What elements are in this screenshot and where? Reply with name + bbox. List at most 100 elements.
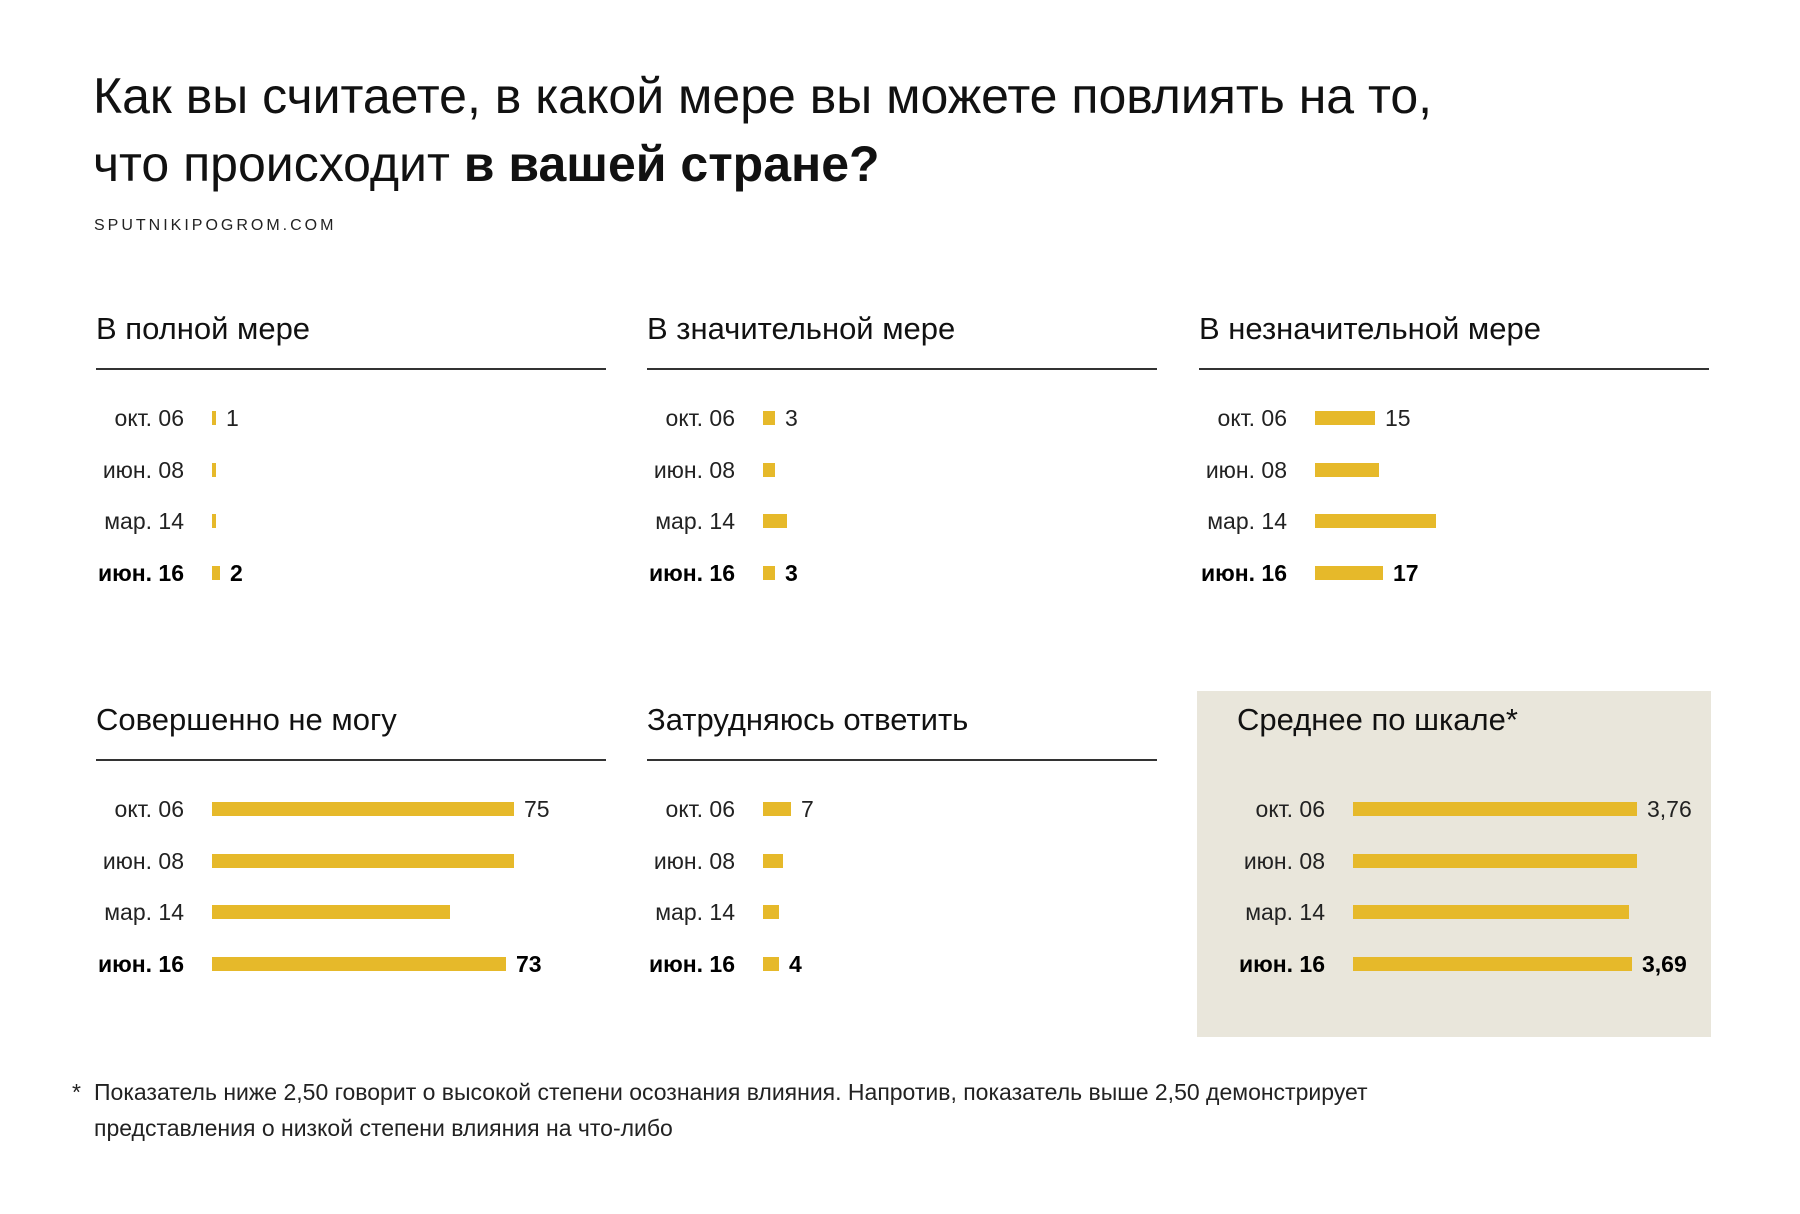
chart-panel: Совершенно не могу окт. 06 75 июн. 08 мар. 1… <box>96 700 606 990</box>
category-label: окт. 06 <box>114 796 184 822</box>
chart-row: окт. 06 75 <box>96 794 606 824</box>
bar <box>1353 957 1632 971</box>
bar <box>1315 411 1375 425</box>
chart-row: окт. 06 3,76 <box>1237 794 1747 824</box>
bar <box>763 411 775 425</box>
category-label: июн. 16 <box>97 560 184 586</box>
bar <box>763 566 775 580</box>
bar <box>763 802 791 816</box>
category-label: июн. 08 <box>653 848 735 874</box>
chart-row: мар. 14 <box>96 506 606 536</box>
value-label: 7 <box>801 796 814 822</box>
chart-title: Среднее по шкале* <box>1237 702 1518 737</box>
chart-row: июн. 16 3 <box>647 558 1157 588</box>
chart-row: окт. 06 3 <box>647 403 1157 433</box>
category-label: мар. 14 <box>1245 899 1325 925</box>
value-label: 15 <box>1385 405 1411 431</box>
chart-title: В незначительной мере <box>1199 311 1541 346</box>
title-line-1: Как вы считаете, в какой мере вы можете … <box>93 68 1433 124</box>
chart-divider <box>1199 368 1709 370</box>
category-label: окт. 06 <box>1255 796 1325 822</box>
chart-panel: В незначительной мере окт. 06 15 июн. 08 мар… <box>1199 309 1709 599</box>
category-label: окт. 06 <box>665 405 735 431</box>
bar <box>1353 802 1637 816</box>
value-label: 75 <box>524 796 550 822</box>
chart-title: Затрудняюсь ответить <box>647 702 969 737</box>
category-label: июн. 08 <box>102 848 184 874</box>
title-line-2: что происходит <box>93 136 464 192</box>
chart-divider <box>647 759 1157 761</box>
page-title: Как вы считаете, в какой мере вы можете … <box>93 62 1693 198</box>
bar <box>212 463 216 477</box>
category-label: июн. 16 <box>648 560 735 586</box>
value-label: 3,76 <box>1647 796 1692 822</box>
chart-row: июн. 08 <box>647 846 1157 876</box>
chart-panel: Затрудняюсь ответить окт. 06 7 июн. 08 мар. … <box>647 700 1157 990</box>
chart-row: июн. 16 17 <box>1199 558 1709 588</box>
chart-row: мар. 14 <box>647 897 1157 927</box>
footnote-star: * <box>72 1079 81 1105</box>
chart-row: июн. 08 <box>1199 455 1709 485</box>
bar <box>763 957 779 971</box>
category-label: июн. 16 <box>1200 560 1287 586</box>
chart-title: Совершенно не могу <box>96 702 397 737</box>
chart-panel: В значительной мере окт. 06 3 июн. 08 мар. 1… <box>647 309 1157 599</box>
chart-panel: Среднее по шкале* окт. 06 3,76 июн. 08 мар. … <box>1197 691 1711 1037</box>
value-label: 1 <box>226 405 239 431</box>
chart-row: июн. 16 3,69 <box>1237 949 1747 979</box>
chart-row: июн. 08 <box>96 846 606 876</box>
chart-title: В полной мере <box>96 311 311 346</box>
bar <box>212 905 450 919</box>
bar <box>1315 463 1379 477</box>
bar <box>212 802 514 816</box>
bar <box>1353 905 1629 919</box>
bar <box>212 514 216 528</box>
chart-row: мар. 14 <box>96 897 606 927</box>
bar <box>763 854 783 868</box>
category-label: мар. 14 <box>1207 508 1287 534</box>
category-label: мар. 14 <box>655 899 735 925</box>
chart-row: июн. 16 73 <box>96 949 606 979</box>
category-label: июн. 08 <box>102 457 184 483</box>
category-label: июн. 08 <box>653 457 735 483</box>
chart-row: мар. 14 <box>1199 506 1709 536</box>
chart-panel: В полной мере окт. 06 1 июн. 08 мар. 14 июн. … <box>96 309 606 599</box>
category-label: мар. 14 <box>104 508 184 534</box>
chart-row: окт. 06 7 <box>647 794 1157 824</box>
category-label: июн. 16 <box>97 951 184 977</box>
chart-row: мар. 14 <box>647 506 1157 536</box>
chart-row: июн. 08 <box>96 455 606 485</box>
value-label: 17 <box>1393 560 1419 586</box>
bar <box>763 905 779 919</box>
value-label: 2 <box>230 560 243 586</box>
source-label: SPUTNIKIPOGROM.COM <box>94 217 337 234</box>
category-label: мар. 14 <box>104 899 184 925</box>
chart-row: окт. 06 15 <box>1199 403 1709 433</box>
bar <box>212 957 506 971</box>
title-bold: в вашей стране? <box>463 136 880 192</box>
category-label: июн. 08 <box>1205 457 1287 483</box>
chart-divider <box>96 759 606 761</box>
chart-row: июн. 08 <box>1237 846 1747 876</box>
chart-divider <box>647 368 1157 370</box>
bar <box>1353 854 1637 868</box>
chart-row: окт. 06 1 <box>96 403 606 433</box>
category-label: июн. 08 <box>1243 848 1325 874</box>
bar <box>212 854 514 868</box>
category-label: окт. 06 <box>665 796 735 822</box>
footnote-text: Показатель ниже 2,50 говорит о высокой с… <box>94 1079 1368 1141</box>
bar <box>1315 566 1383 580</box>
value-label: 73 <box>516 951 542 977</box>
category-label: мар. 14 <box>655 508 735 534</box>
chart-divider <box>96 368 606 370</box>
category-label: окт. 06 <box>1217 405 1287 431</box>
bar <box>763 514 787 528</box>
bar <box>212 411 216 425</box>
value-label: 3 <box>785 560 798 586</box>
category-label: июн. 16 <box>648 951 735 977</box>
category-label: июн. 16 <box>1238 951 1325 977</box>
value-label: 4 <box>789 951 802 977</box>
chart-row: мар. 14 <box>1237 897 1747 927</box>
chart-row: июн. 16 4 <box>647 949 1157 979</box>
bar <box>763 463 775 477</box>
